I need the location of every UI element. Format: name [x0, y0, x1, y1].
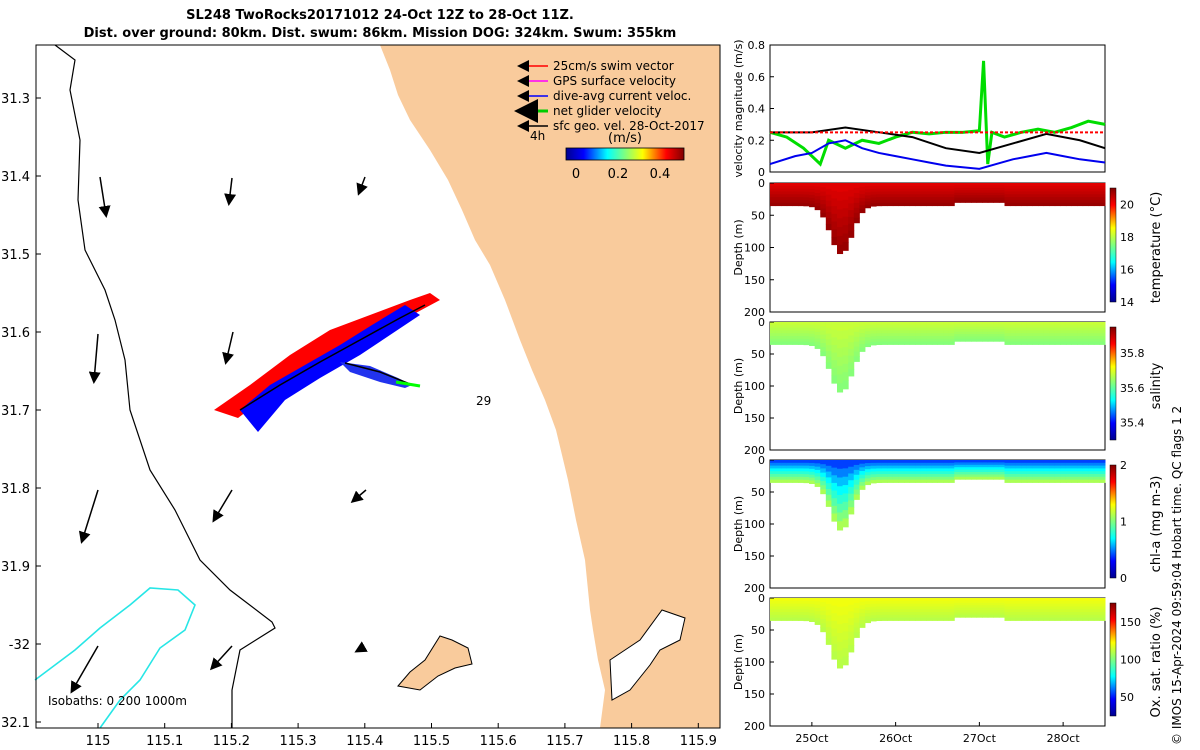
legend-label: dive-avg current veloc. [553, 89, 691, 103]
day-label: 29 [476, 394, 491, 408]
lat-tick-label: 31.8 [1, 482, 30, 497]
glider-track [214, 293, 440, 432]
lon-tick-label: 115.7 [546, 734, 583, 749]
lon-tick-label: 115.6 [480, 734, 517, 749]
lat-tick-label: 31.7 [1, 404, 30, 419]
lon-tick-label: 115.4 [346, 734, 383, 749]
lon-tick-label: 115.3 [279, 734, 316, 749]
lon-tick-label: 115.1 [146, 734, 183, 749]
legend-label: sfc geo. vel. 28-Oct-2017 [553, 119, 705, 133]
legend-label: net glider velocity [553, 104, 661, 118]
colorbar-unit: (m/s) [608, 131, 642, 146]
colorbar-tick-label: 0.4 [650, 167, 671, 182]
chart-title: SL248 TwoRocks20171012 24-Oct 12Z to 28-… [186, 8, 574, 23]
net-glider-arrow [395, 380, 421, 388]
dive-avg-current-fan [240, 305, 420, 432]
return-arm [340, 362, 412, 388]
copyright-footer: © IMOS 15-Apr-2024 09:59:04 Hobart time.… [1170, 405, 1184, 745]
colorbar-tick-label: 0 [572, 167, 580, 182]
isobath-200m [34, 587, 196, 729]
legend-label: 25cm/s swim vector [553, 59, 674, 73]
speed-colorbar-ticks: 0 0.2 0.4 [572, 167, 670, 182]
lat-tick-label: -32 [9, 638, 30, 653]
lat-tick-label: 31.6 [1, 326, 30, 341]
lon-tick-label: 115.5 [413, 734, 450, 749]
land-area [380, 45, 720, 728]
legend-label: GPS surface velocity [553, 74, 676, 88]
lat-tick-label: 31.5 [1, 248, 30, 263]
current-vectors [70, 176, 368, 694]
lon-tick-label: 115.2 [213, 734, 250, 749]
lat-tick-label: 31.4 [1, 170, 30, 185]
lon-tick-label: 115 [86, 734, 111, 749]
colorbar-tick-label: 0.2 [608, 167, 629, 182]
map-lon-ticks: 115 115.1 115.2 115.3 115.4 115.5 115.6 115.7 11… [86, 723, 717, 749]
net-glider-line [239, 304, 426, 411]
time-marker: 4h [530, 129, 545, 143]
map-lat-ticks: 31.3 31.4 31.5 31.6 31.7 31.8 31.9 -32 32.1 [1, 92, 41, 731]
lon-tick-label: 115.8 [613, 734, 650, 749]
lat-tick-label: 32.1 [1, 716, 30, 731]
lat-tick-label: 31.3 [1, 92, 30, 107]
estuary [609, 609, 686, 701]
map-frame [35, 44, 721, 729]
lat-tick-label: 31.9 [1, 560, 30, 575]
coastline [54, 44, 276, 728]
chart-subtitle: Dist. over ground: 80km. Dist. swum: 86k… [83, 26, 677, 41]
speed-colorbar [565, 147, 685, 161]
island [397, 635, 473, 691]
lon-tick-label: 115.9 [680, 734, 717, 749]
isobaths-label: Isobaths: 0 200 1000m [48, 694, 187, 708]
